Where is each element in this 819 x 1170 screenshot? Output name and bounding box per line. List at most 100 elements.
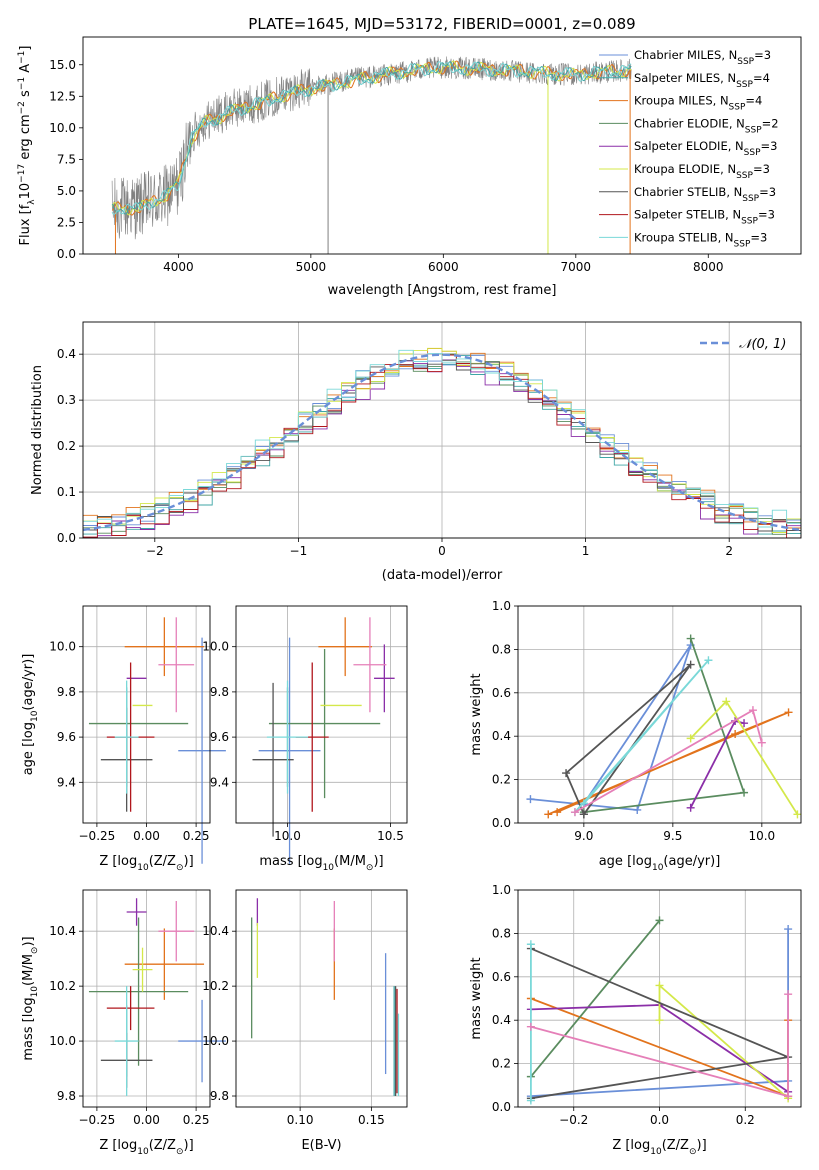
weight-marker-kroupa_elodie (655, 981, 664, 990)
weight-marker-kroupa_miles (784, 708, 793, 717)
y-tick-label: 2.5 (57, 215, 76, 229)
axes-frame (517, 605, 802, 824)
y-tick-label: 10.0 (202, 1034, 229, 1048)
weight-marker-chabrier_miles (633, 805, 642, 814)
x-tick-label: −0.2 (559, 1113, 588, 1127)
x-tick-label: 2 (725, 544, 733, 558)
y-tick-label: 10.2 (202, 979, 229, 993)
weight-marker-kroupa_elodie (722, 697, 731, 706)
weight-marker-chabrier_stelib (562, 769, 571, 778)
x-axis-label: Z [log10(Z/Z⊙)] (99, 854, 193, 873)
age_vs_mass-axes: 10.0 10.5 9.4 9.6 9.8 10.0 mass [log10(M/M⊙)] (202, 605, 408, 873)
y-tick-label: 0.2 (492, 1057, 511, 1071)
x-tick-label: 5000 (296, 260, 327, 274)
x-tick-label: 0.15 (358, 1113, 385, 1127)
x-axis-label: Z [log10(Z/Z⊙)] (99, 1138, 193, 1157)
weight-marker-chabrier_stelib (686, 660, 695, 669)
x-tick-label: 0.25 (183, 829, 210, 843)
weight-marker-pink (570, 808, 579, 817)
legend-label-salpeter_elodie: Salpeter ELODIE, NSSP=3 (634, 139, 777, 158)
weight-marker-kroupa_miles (544, 810, 553, 819)
weight-line-chabrier_miles (530, 644, 692, 811)
weight_vs_Z-plot (526, 916, 793, 1105)
weight-line-chabrier_elodie (530, 919, 661, 1078)
y-tick-label: 1.0 (492, 599, 511, 613)
y-tick-label: 0.6 (492, 686, 511, 700)
x-tick-label: 10.0 (274, 829, 301, 843)
axes-frame (82, 321, 802, 539)
y-axis-label: Flux [fλ10−17 erg cm−2 s−1 A−1] (17, 46, 37, 246)
axes-frame (235, 605, 408, 824)
spectrum-axes: 4000 5000 6000 7000 8000 0.0 2.5 5.0 7.5 10.0 12.5… (17, 36, 802, 298)
weight-marker-chabrier_stelib (579, 810, 588, 819)
figure-title: PLATE=1645, MJD=53172, FIBERID=0001, z=0… (248, 15, 635, 33)
y-tick-label: 12.5 (49, 89, 76, 103)
legend-label-salpeter_miles: Salpeter MILES, NSSP=4 (634, 71, 770, 90)
legend-label-gaussian: 𝒩(0, 1) (739, 337, 786, 352)
y-tick-label: 0.0 (57, 531, 76, 545)
x-tick-label: 7000 (561, 260, 592, 274)
weight-marker-pink (784, 990, 793, 999)
weight-marker-pink (748, 706, 757, 715)
histogram-kroupa_stelib (83, 349, 801, 536)
y-axis-label: Normed distribution (30, 365, 45, 495)
y-tick-label: 0.0 (492, 1100, 511, 1114)
y-tick-label: 5.0 (57, 184, 76, 198)
y-tick-label: 10.4 (202, 924, 229, 938)
x-tick-label: 10.5 (377, 829, 404, 843)
x-tick-label: 0 (438, 544, 446, 558)
y-tick-label: 0.0 (492, 816, 511, 830)
y-axis-label: mass weight (469, 673, 484, 755)
legend-label-chabrier_miles: Chabrier MILES, NSSP=3 (634, 48, 771, 67)
x-tick-label: 0.0 (650, 1113, 669, 1127)
weight-marker-chabrier_elodie (686, 634, 695, 643)
legend-label-chabrier_stelib: Chabrier STELIB, NSSP=3 (634, 185, 776, 204)
x-tick-label: 9.0 (574, 829, 593, 843)
model-curve-salpeter_miles (111, 61, 632, 215)
legend-label-kroupa_miles: Kroupa MILES, NSSP=4 (634, 94, 762, 113)
legend-label-kroupa_stelib: Kroupa STELIB, NSSP=3 (634, 230, 767, 249)
weight-marker-pink (784, 1092, 793, 1101)
weight-marker-salpeter_elodie (686, 803, 695, 812)
y-tick-label: 9.4 (210, 775, 229, 789)
y-tick-label: 10.0 (49, 121, 76, 135)
mass_vs_ebv-axes: 0.10 0.15 9.8 10.0 10.2 10.4 E(B-V) (202, 889, 408, 1153)
y-tick-label: 1.0 (492, 883, 511, 897)
x-tick-label: 1 (582, 544, 590, 558)
weight-marker-kroupa_elodie (686, 734, 695, 743)
weight-marker-pink (526, 1022, 535, 1031)
weight-marker-kroupa_stelib (704, 656, 713, 665)
x-axis-label: wavelength [Angstrom, rest frame] (328, 283, 557, 298)
x-tick-label: 4000 (163, 260, 194, 274)
x-axis-label: (data-model)/error (382, 568, 503, 583)
x-tick-label: 0.00 (133, 1113, 160, 1127)
weight-line-chabrier_stelib (565, 663, 692, 815)
weight-line-kroupa_miles (547, 711, 789, 816)
weight_vs_Z-axes: −0.2 0.0 0.2 0.0 0.2 0.4 0.6 0.8 1.0 Z [log10(Z/Z… (469, 883, 802, 1157)
x-axis-label: Z [log10(Z/Z⊙)] (612, 1138, 706, 1157)
x-axis-label: age [log10(age/yr)] (599, 854, 721, 873)
weight-marker-kroupa_stelib (526, 940, 535, 949)
x-axis-label: mass [log10(M/M⊙)] (259, 854, 383, 873)
spectrum-legend: Chabrier MILES, NSSP=3 Salpeter MILES, NS… (599, 48, 779, 249)
y-tick-label: 10.4 (49, 924, 76, 938)
x-tick-label: 10.0 (748, 829, 775, 843)
hist-plot (83, 347, 801, 538)
weight_vs_age-axes: 9.0 9.5 10.0 0.0 0.2 0.4 0.6 0.8 1.0 age [log10(a… (469, 599, 802, 873)
y-tick-label: 0.6 (492, 970, 511, 984)
y-axis-label: mass [log10(M/M⊙)] (21, 936, 40, 1060)
y-tick-label: 0.8 (492, 926, 511, 940)
y-axis-label: age [log10(age/yr)] (21, 654, 40, 776)
x-tick-label: 0.10 (287, 1113, 314, 1127)
weight-line-kroupa_elodie (658, 983, 789, 1099)
legend-label-salpeter_stelib: Salpeter STELIB, NSSP=3 (634, 208, 775, 227)
y-tick-label: 9.8 (210, 685, 229, 699)
y-tick-label: 0.4 (492, 729, 511, 743)
y-tick-label: 7.5 (57, 152, 76, 166)
legend-label-chabrier_elodie: Chabrier ELODIE, NSSP=2 (634, 116, 779, 135)
weight-marker-kroupa_stelib (526, 1096, 535, 1105)
y-tick-label: 9.4 (57, 775, 76, 789)
weight-marker-kroupa_miles (731, 730, 740, 739)
weight-marker-pink (757, 738, 766, 747)
weight-marker-kroupa_elodie (793, 810, 801, 819)
